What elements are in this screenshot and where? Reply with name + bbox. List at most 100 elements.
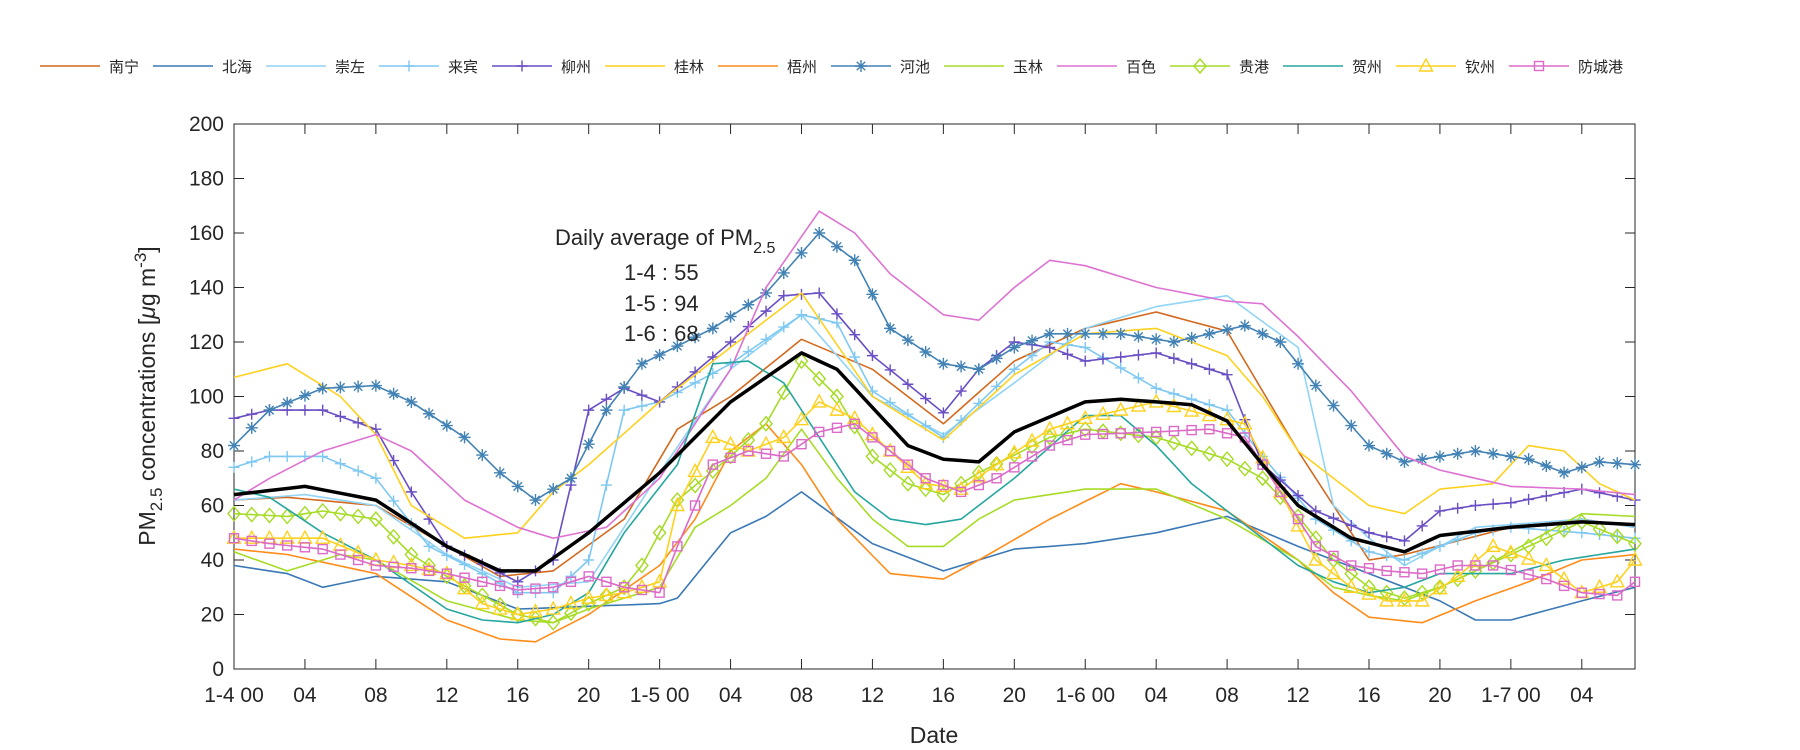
y-axis: 0 20 40 60 80 100 120 140 160 180 200	[189, 113, 1635, 681]
data-point-marker	[1026, 350, 1038, 362]
data-point-marker	[1115, 428, 1126, 439]
data-point-marker	[1380, 447, 1393, 460]
data-point-marker	[652, 524, 667, 541]
y-tick-label: 100	[189, 386, 224, 409]
legend-item: 梧州	[718, 59, 817, 76]
data-point-marker	[1415, 584, 1430, 601]
data-point-marker	[671, 381, 683, 393]
data-point-marker	[689, 331, 702, 344]
plot-frame	[233, 123, 1636, 670]
data-point-marker	[830, 240, 843, 253]
data-point-marker	[1629, 458, 1641, 471]
data-point-marker	[1257, 459, 1268, 470]
data-point-marker	[778, 290, 790, 302]
data-point-marker	[581, 595, 596, 612]
data-point-marker	[1522, 453, 1535, 466]
data-point-marker	[1345, 519, 1357, 531]
data-point-marker	[530, 583, 541, 594]
data-point-marker	[1061, 327, 1074, 340]
series-line	[233, 360, 1636, 624]
data-point-marker	[743, 445, 754, 457]
data-point-marker	[441, 568, 453, 579]
data-point-marker	[1130, 397, 1147, 412]
data-point-marker	[423, 540, 435, 552]
data-point-marker	[972, 363, 985, 376]
data-point-marker	[1629, 576, 1641, 587]
data-point-marker	[1434, 564, 1446, 575]
data-point-marker	[778, 321, 790, 333]
data-point-marker	[370, 423, 382, 435]
data-point-marker	[1238, 319, 1251, 332]
data-point-marker	[1150, 382, 1162, 394]
data-point-marker	[990, 352, 1003, 365]
annotation-line-3: 1-6 : 68	[624, 321, 699, 346]
legend-label: 玉林	[1013, 59, 1043, 76]
data-point-marker	[1043, 327, 1056, 340]
data-point-marker	[457, 577, 472, 594]
data-point-marker	[1363, 527, 1375, 539]
daily-average-annotation: Daily average of PM2.5 1-4 : 55 1-5 : 94…	[555, 225, 775, 346]
y-axis-title-prefix: PM	[134, 511, 160, 546]
data-point-marker	[263, 404, 276, 417]
data-point-marker	[317, 543, 328, 555]
data-point-marker	[1237, 415, 1253, 430]
data-point-marker	[1185, 331, 1198, 344]
data-point-marker	[563, 595, 579, 610]
data-point-marker	[546, 614, 561, 631]
data-point-marker	[334, 410, 346, 422]
data-point-marker	[228, 412, 240, 424]
data-point-marker	[884, 397, 896, 409]
data-point-marker	[459, 559, 471, 571]
data-point-marker	[689, 377, 701, 389]
y-axis-title-mid: concentrations [	[134, 318, 160, 487]
data-point-marker	[1576, 587, 1587, 598]
annotation-title-sub: 2.5	[753, 240, 775, 257]
data-point-marker	[406, 562, 417, 574]
data-point-marker	[814, 426, 825, 438]
data-point-marker	[1203, 363, 1215, 375]
data-point-marker	[422, 557, 436, 574]
data-point-marker	[512, 584, 523, 596]
data-point-marker	[1452, 534, 1464, 546]
legend-item: 崇左	[266, 59, 365, 76]
data-point-marker	[1343, 578, 1359, 593]
data-point-marker	[687, 462, 703, 478]
data-point-marker	[1628, 535, 1642, 552]
x-tick-label: 1-6 00	[1055, 684, 1115, 707]
data-point-marker	[1042, 429, 1057, 446]
data-point-marker	[1132, 349, 1144, 361]
data-point-marker	[1433, 450, 1446, 463]
data-point-marker	[352, 465, 364, 477]
data-point-marker	[1079, 341, 1091, 353]
data-point-marker	[262, 507, 277, 524]
data-point-marker	[707, 459, 719, 470]
data-point-marker	[423, 407, 436, 420]
data-point-marker	[759, 415, 773, 432]
y-axis-title-sub: 2.5	[147, 488, 166, 512]
data-point-marker	[299, 542, 311, 553]
data-point-marker	[1363, 562, 1375, 574]
data-point-marker	[1627, 551, 1643, 566]
data-point-marker	[1237, 460, 1252, 477]
legend-item: 南宁	[40, 59, 139, 76]
data-point-marker	[1593, 455, 1606, 468]
data-point-marker	[475, 587, 490, 604]
data-point-marker	[387, 387, 400, 400]
data-point-marker	[955, 486, 967, 498]
data-point-marker	[635, 357, 648, 370]
data-point-marker	[492, 600, 508, 615]
data-point-marker	[705, 428, 721, 444]
data-point-marker	[1381, 531, 1393, 543]
y-tick-label: 40	[201, 549, 224, 572]
series-line	[233, 423, 1636, 597]
data-point-marker	[689, 500, 701, 511]
data-point-marker	[971, 468, 987, 483]
series-13	[228, 418, 1641, 601]
data-point-marker	[618, 380, 631, 393]
data-point-marker	[1256, 327, 1269, 340]
data-point-marker	[991, 380, 1003, 392]
data-point-marker	[796, 438, 807, 450]
data-point-marker	[1379, 592, 1395, 607]
data-point-marker	[1540, 490, 1552, 502]
data-point-marker	[1078, 421, 1093, 438]
